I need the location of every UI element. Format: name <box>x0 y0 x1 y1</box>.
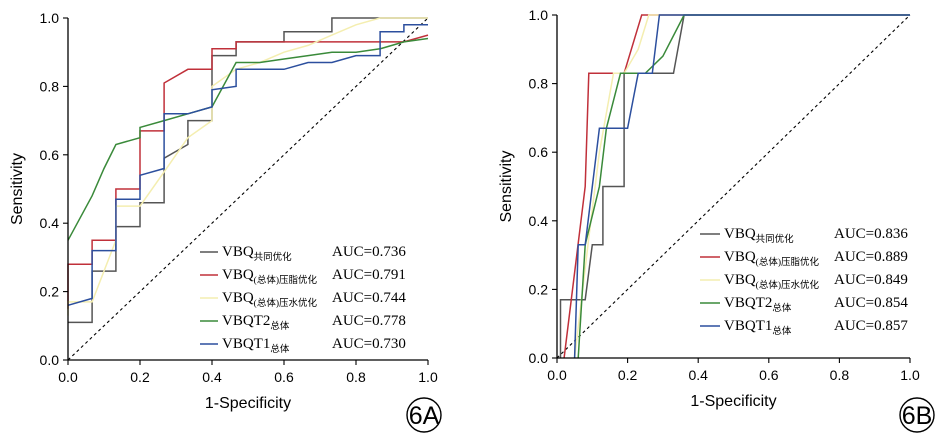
roc-curve-4 <box>577 14 910 359</box>
legend: VBQ共同优化 AUC=0.836 VBQ(总体)压脂优化 AUC=0.889 VBQ(… <box>700 226 908 337</box>
y-tick-label: 0.4 <box>40 215 60 231</box>
panel-badge: 6A <box>406 397 442 433</box>
x-tick-label: 1.0 <box>900 367 920 383</box>
y-tick-label: 1.0 <box>529 7 549 23</box>
roc-curve-1 <box>68 17 428 324</box>
panel-badge-circle <box>406 397 442 433</box>
x-tick-label: 0.6 <box>759 367 779 383</box>
diagonal-reference-line <box>556 14 911 359</box>
legend-label: VBQT1总体 <box>724 318 792 337</box>
x-tick-label: 0.2 <box>130 369 150 385</box>
x-tick-label: 0.4 <box>688 367 708 383</box>
y-tick-label: 0.6 <box>40 147 60 163</box>
y-tick-label: 0.0 <box>529 350 549 366</box>
legend-auc: AUC=0.889 <box>834 249 908 265</box>
roc-panel-6a: 0.0 0.2 0.4 0.6 0.8 1.0 0.0 0.2 0.4 0.6 0.8 1.0 1-Sp… <box>9 10 442 433</box>
roc-curve-2 <box>67 34 429 309</box>
panel-badge-label: 6A <box>409 402 440 430</box>
legend: VBQ共同优化 AUC=0.736 VBQ(总体)压脂优化 AUC=0.791 VBQ(… <box>200 244 406 355</box>
legend-label: VBQ(总体)压脂优化 <box>724 249 819 268</box>
legend-auc: AUC=0.854 <box>834 295 908 311</box>
legend-auc: AUC=0.791 <box>332 267 406 283</box>
y-tick-label: 0.6 <box>529 144 549 160</box>
panel-badge: 6B <box>899 397 935 433</box>
legend-auc: AUC=0.730 <box>332 336 406 352</box>
roc-curve-2 <box>563 14 910 359</box>
panel-badge-circle <box>899 397 935 433</box>
diagonal-reference-line <box>67 17 429 361</box>
legend-auc: AUC=0.744 <box>332 290 406 306</box>
x-tick-label: 0.8 <box>346 369 366 385</box>
legend-label: VBQT2总体 <box>222 313 290 332</box>
y-tick-label: 0.4 <box>529 213 549 229</box>
y-tick-label: 0.2 <box>529 281 549 297</box>
y-tick-label: 0.8 <box>40 78 60 94</box>
x-axis-title: 1-Specificity <box>205 395 291 412</box>
x-tick-label: 0.2 <box>618 367 638 383</box>
legend-label: VBQ(总体)压水优化 <box>724 272 819 291</box>
roc-curve-5 <box>573 14 910 359</box>
legend-auc: AUC=0.736 <box>332 244 406 260</box>
x-tick-label: 1.0 <box>418 369 438 385</box>
x-tick-label: 0.0 <box>547 367 567 383</box>
y-tick-label: 1.0 <box>40 10 60 26</box>
roc-curve-4 <box>67 37 429 241</box>
legend-auc: AUC=0.778 <box>332 313 406 329</box>
legend-label: VBQ(总体)压水优化 <box>222 290 317 309</box>
legend-label: VBQ共同优化 <box>724 226 794 245</box>
legend-label: VBQT1总体 <box>222 336 290 355</box>
legend-label: VBQ共同优化 <box>222 244 292 263</box>
y-tick-label: 0.8 <box>529 76 549 92</box>
x-tick-label: 0.6 <box>274 369 294 385</box>
roc-panel-6b: 0.0 0.2 0.4 0.6 0.8 1.0 0.0 0.2 0.4 0.6 0.8 1.0 1-Sp… <box>498 7 935 433</box>
y-tick-label: 0.2 <box>40 284 60 300</box>
x-tick-label: 0.0 <box>58 369 78 385</box>
x-tick-label: 0.4 <box>202 369 222 385</box>
x-tick-label: 0.8 <box>830 367 850 383</box>
panel-badge-label: 6B <box>902 402 933 430</box>
y-axis-title: Sensitivity <box>9 153 26 225</box>
legend-label: VBQ(总体)压脂优化 <box>222 267 317 286</box>
legend-auc: AUC=0.857 <box>834 318 908 334</box>
y-axis-title: Sensitivity <box>498 150 515 222</box>
legend-auc: AUC=0.836 <box>834 226 908 242</box>
legend-label: VBQT2总体 <box>724 295 792 314</box>
legend-auc: AUC=0.849 <box>834 272 908 288</box>
y-tick-label: 0.0 <box>40 352 60 368</box>
x-axis-title: 1-Specificity <box>690 393 776 410</box>
roc-curve-5 <box>67 24 428 307</box>
